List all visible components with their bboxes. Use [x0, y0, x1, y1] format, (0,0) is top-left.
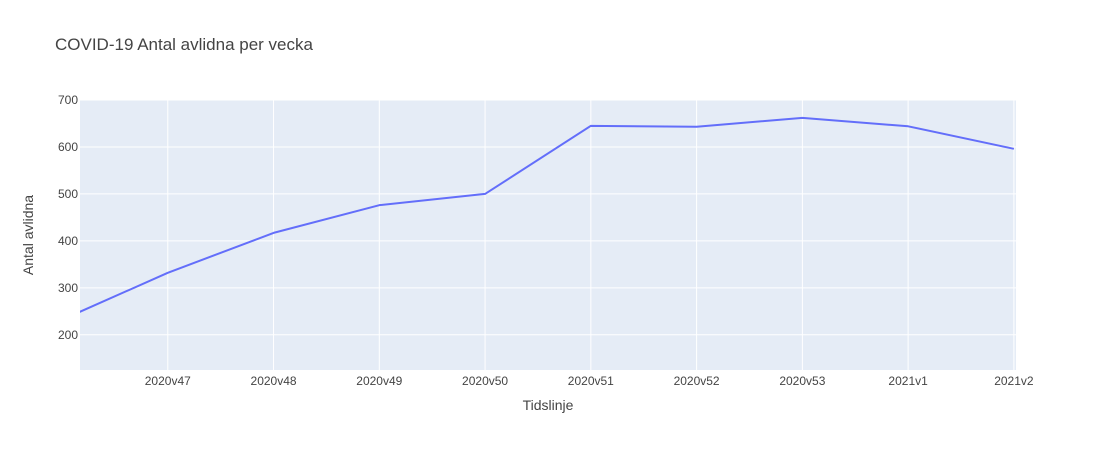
y-gridlines [80, 99, 1016, 336]
chart-title: COVID-19 Antal avlidna per vecka [55, 35, 314, 54]
series-layer [80, 116, 1015, 313]
x-gridlines [167, 100, 1015, 370]
x-tick-label: 2020v51 [568, 374, 614, 388]
y-tick-label: 300 [58, 281, 78, 295]
x-tick-label: 2020v48 [251, 374, 297, 388]
x-tick-label: 2021v2 [994, 374, 1034, 388]
x-tick-label: 2020v47 [145, 374, 191, 388]
y-tick-label: 700 [58, 93, 78, 107]
x-tick-label: 2020v49 [356, 374, 402, 388]
x-axis-title: Tidslinje [523, 397, 574, 413]
x-tick-labels: 2020v47 2020v48 2020v49 2020v50 2020v51 2020v… [145, 374, 1034, 388]
y-tick-labels: 200 300 400 500 600 700 [58, 93, 78, 342]
x-tick-label: 2020v52 [674, 374, 720, 388]
series-line-0 [80, 116, 1015, 313]
x-tick-label: 2020v50 [462, 374, 508, 388]
y-tick-label: 200 [58, 328, 78, 342]
x-tick-label: 2020v53 [779, 374, 825, 388]
y-tick-label: 400 [58, 234, 78, 248]
x-tick-label: 2021v1 [888, 374, 928, 388]
y-tick-label: 600 [58, 140, 78, 154]
y-axis-title: Antal avlidna [20, 195, 36, 275]
plot-area [80, 100, 1016, 370]
y-tick-label: 500 [58, 187, 78, 201]
